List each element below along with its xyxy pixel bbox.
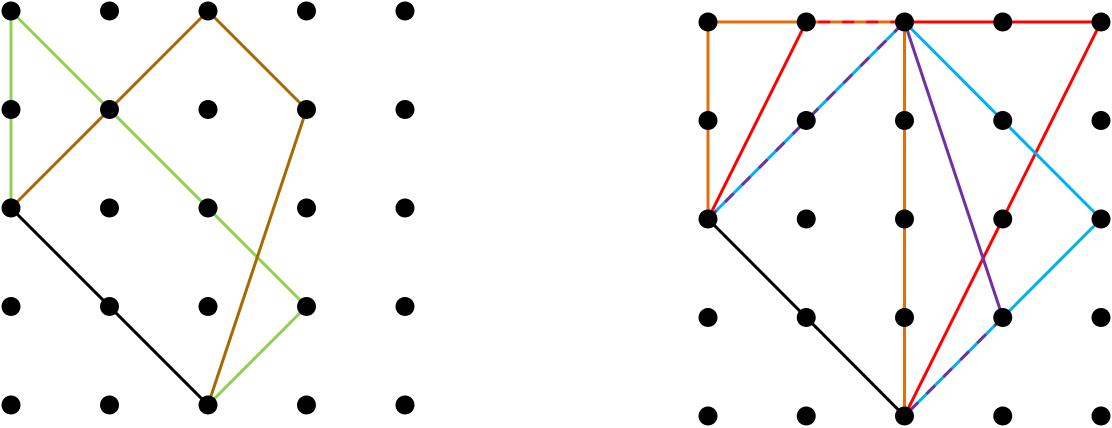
grid-dot — [1, 1, 21, 21]
grid-dot — [100, 1, 119, 21]
grid-dot — [395, 395, 415, 415]
grid-dot — [1091, 209, 1111, 229]
grid-dot — [895, 111, 914, 130]
grid-dot — [297, 100, 316, 119]
grid-dot — [698, 209, 718, 229]
grid-dot — [198, 1, 218, 21]
grid-dot — [395, 297, 415, 316]
grid-dot — [198, 395, 218, 415]
grid-dot — [100, 297, 119, 316]
grid-dot — [895, 406, 914, 426]
grid-dot — [895, 12, 914, 32]
grid-dot — [100, 395, 119, 415]
grid-dot — [297, 297, 316, 316]
grid-dot — [100, 100, 119, 119]
grid-dot — [993, 12, 1013, 32]
grid-dot — [198, 198, 218, 218]
grid-dot — [698, 111, 718, 130]
grid-dot — [796, 406, 816, 426]
segment-cyan — [1001, 217, 1103, 319]
grid-dot — [895, 209, 914, 229]
segment-red — [706, 21, 808, 220]
grid-dot — [698, 406, 718, 426]
grid-dot — [1091, 308, 1111, 327]
grid-dot — [1, 297, 21, 316]
grid-dot — [395, 1, 415, 21]
grid-dot — [993, 406, 1013, 426]
segment-green — [9, 9, 308, 308]
grid-dot — [796, 111, 816, 130]
grid-dot — [796, 308, 816, 327]
grid-dot — [993, 308, 1013, 327]
grid-dot — [1091, 406, 1111, 426]
grid-dot — [100, 198, 119, 218]
segment-green — [206, 305, 308, 407]
grid-dot — [1, 395, 21, 415]
grid-dot — [796, 209, 816, 229]
segment-cyan — [903, 316, 1004, 418]
right-dot-grid — [698, 12, 1111, 426]
grid-dot — [698, 12, 718, 32]
grid-dot — [198, 297, 218, 316]
segment-brown — [206, 9, 308, 111]
grid-dot — [297, 1, 316, 21]
grid-dot — [395, 198, 415, 218]
left-dot-grid — [1, 1, 415, 415]
grid-dot — [297, 198, 316, 218]
grid-dot — [993, 209, 1013, 229]
grid-dot — [993, 111, 1013, 130]
grid-dot — [1, 198, 21, 218]
grid-dot — [1, 100, 21, 119]
segment-brown — [206, 109, 308, 406]
grid-dot — [297, 395, 316, 415]
grid-dot — [698, 308, 718, 327]
segment-purple — [903, 21, 1005, 318]
grid-dot — [198, 100, 218, 119]
grid-dot — [895, 308, 914, 327]
grid-dot — [796, 12, 816, 32]
grid-dot — [1091, 12, 1111, 32]
grid-dot — [395, 100, 415, 119]
grid-dot — [1091, 111, 1111, 130]
